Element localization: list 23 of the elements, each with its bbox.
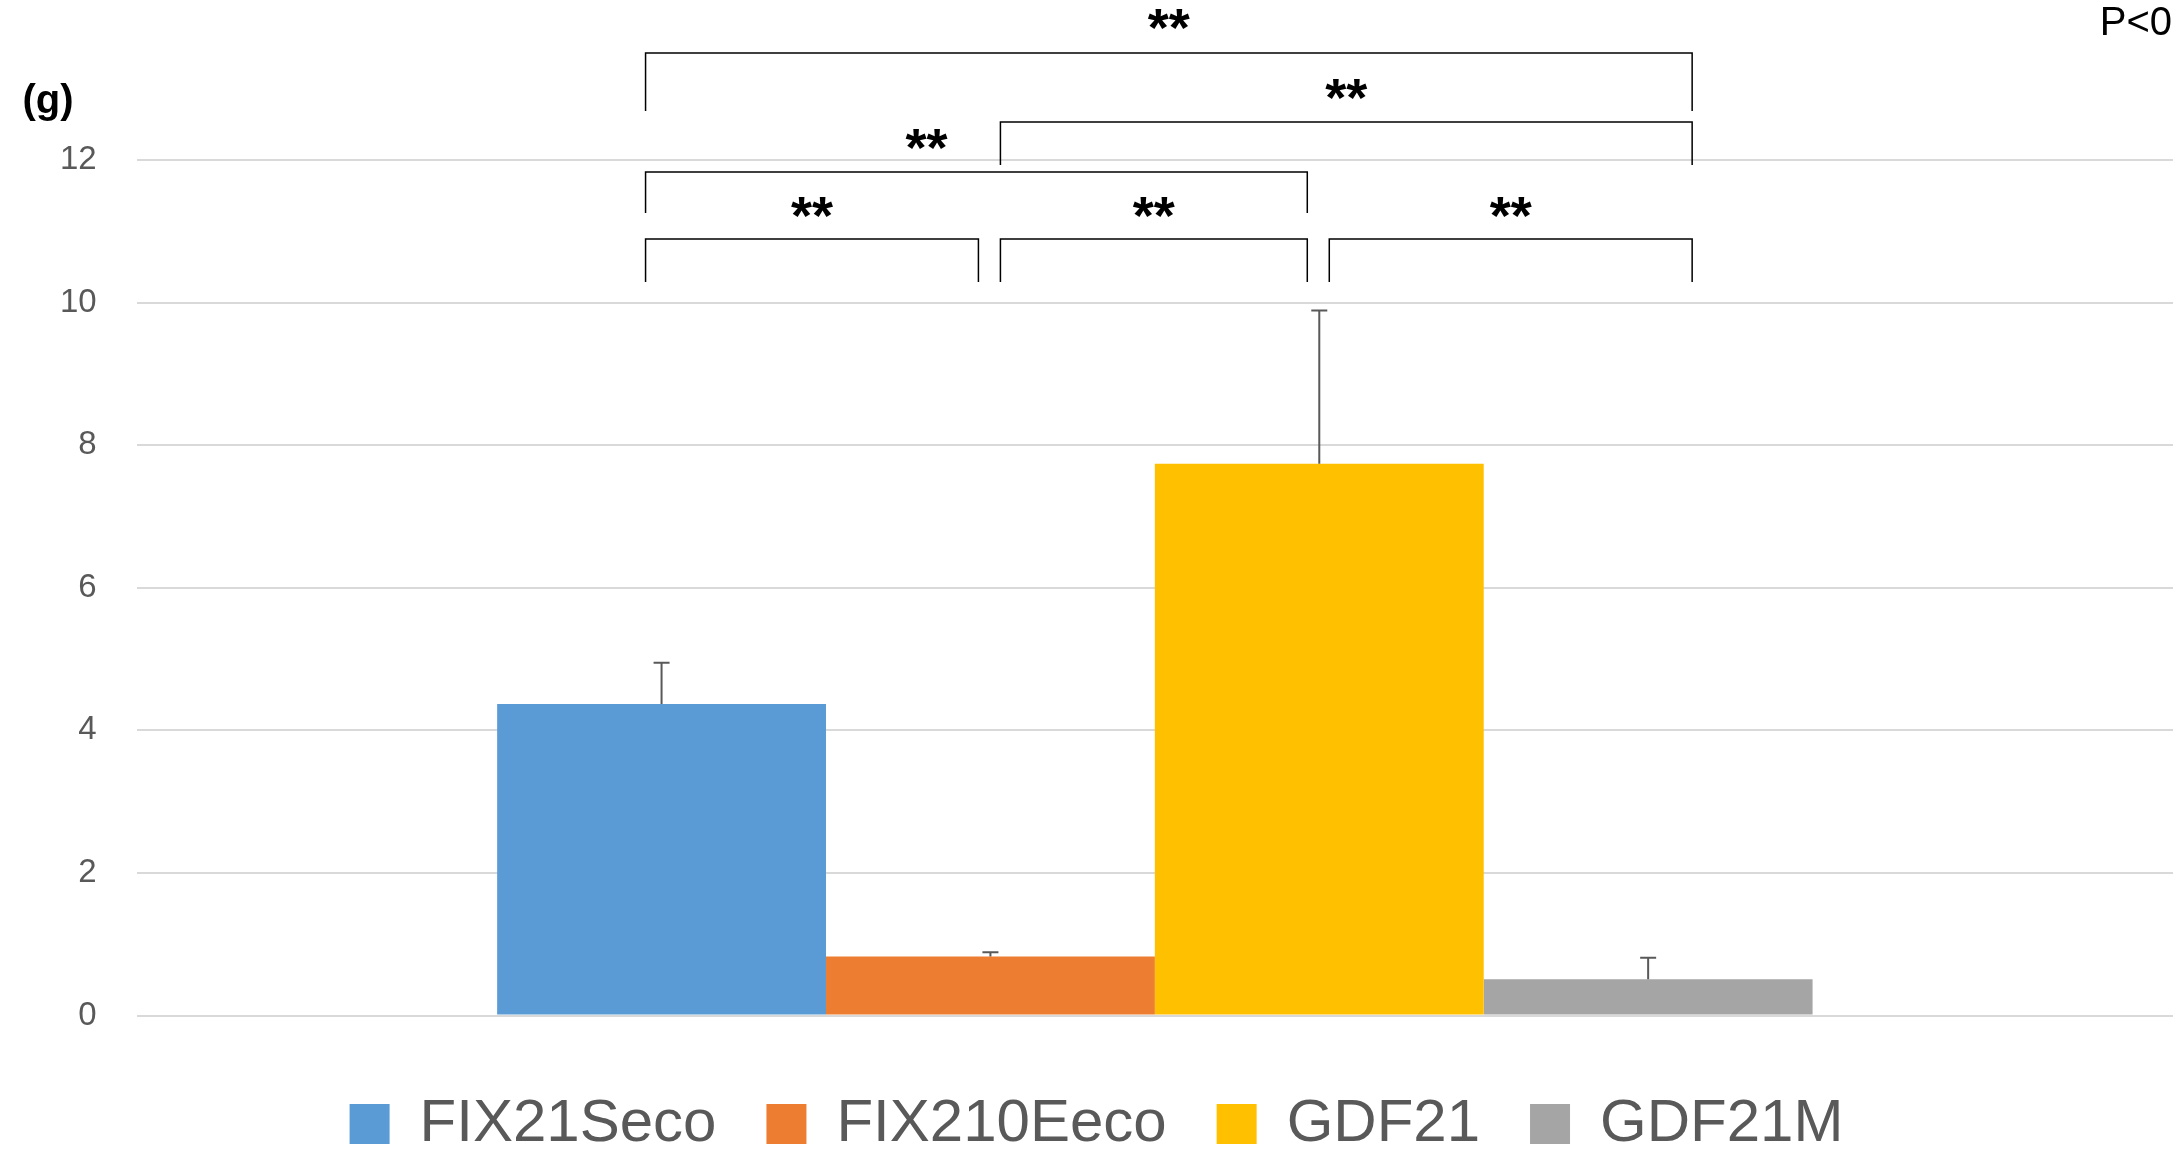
annotation: **	[905, 116, 948, 177]
y-tick-label: 8	[78, 424, 97, 462]
y-tick-label: 2	[78, 852, 97, 890]
y-tick-label: 6	[78, 566, 97, 604]
bar	[825, 956, 1155, 1015]
legend-label: GDF21	[1286, 1086, 1481, 1154]
legend-label: FIX21Seco	[419, 1086, 717, 1154]
y-axis-title: (g)	[22, 77, 74, 122]
bar	[1154, 463, 1484, 1015]
legend-label: GDF21M	[1600, 1086, 1844, 1154]
text: **	[1147, 0, 1190, 57]
annotation: **	[1132, 184, 1175, 245]
annotation: **	[790, 184, 834, 245]
text: P<0	[2099, 0, 2172, 44]
text: **	[1325, 66, 1368, 127]
y-tick-label: 0	[78, 994, 97, 1032]
bar	[497, 704, 826, 1015]
annotation: **	[1489, 184, 1532, 245]
y-tick-label: 10	[59, 281, 97, 319]
bar	[1483, 979, 1813, 1015]
legend-label: FIX210Eeco	[836, 1086, 1167, 1154]
y-tick-label: 4	[78, 709, 97, 747]
y-tick-label: 12	[59, 139, 97, 177]
